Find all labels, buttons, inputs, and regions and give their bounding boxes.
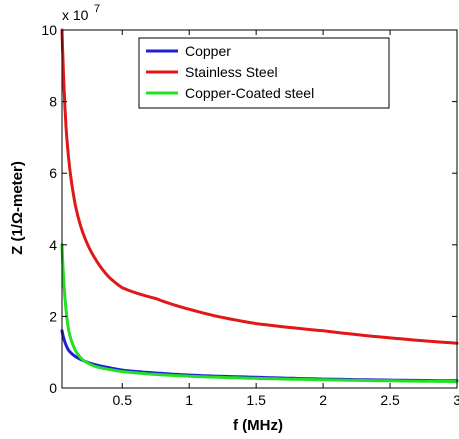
y-tick-label: 6 bbox=[49, 165, 57, 181]
x-tick-label: 2.5 bbox=[380, 392, 400, 408]
legend-box bbox=[138, 37, 390, 109]
y-tick-label: 0 bbox=[49, 380, 57, 396]
x-tick-label: 2 bbox=[319, 392, 327, 408]
series-line-2 bbox=[60, 28, 459, 345]
x-axis-title: f (MHz) bbox=[233, 417, 283, 434]
legend-label-3: Copper-Coated steel bbox=[185, 85, 314, 101]
y-exponent-power: 7 bbox=[94, 3, 100, 15]
y-tick-label: 4 bbox=[49, 237, 57, 253]
x-tick-label: 1.5 bbox=[246, 392, 266, 408]
y-tick-label: 8 bbox=[49, 94, 57, 110]
legend-label-2: Stainless Steel bbox=[185, 64, 278, 80]
x-tick-label: 3 bbox=[453, 392, 459, 408]
y-tick-label: 10 bbox=[41, 22, 57, 38]
y-exponent-base: x 10 bbox=[62, 7, 89, 23]
series-line-3 bbox=[60, 243, 459, 384]
series-layer bbox=[60, 28, 459, 384]
legend: Copper Stainless Steel Copper-Coated steel bbox=[138, 37, 390, 109]
y-axis-title: Z (1/Ω-meter) bbox=[9, 161, 26, 255]
plot-frame bbox=[61, 29, 458, 389]
ticks-layer: 0.5 1 1.5 2 2.5 3 0 2 4 6 8 10 bbox=[41, 22, 459, 408]
y-exponent-label: x 10 7 bbox=[62, 3, 100, 23]
legend-label-1: Copper bbox=[185, 43, 231, 59]
y-tick-label: 2 bbox=[49, 308, 57, 324]
x-tick-label: 1 bbox=[185, 392, 193, 408]
x-tick-label: 0.5 bbox=[113, 392, 133, 408]
